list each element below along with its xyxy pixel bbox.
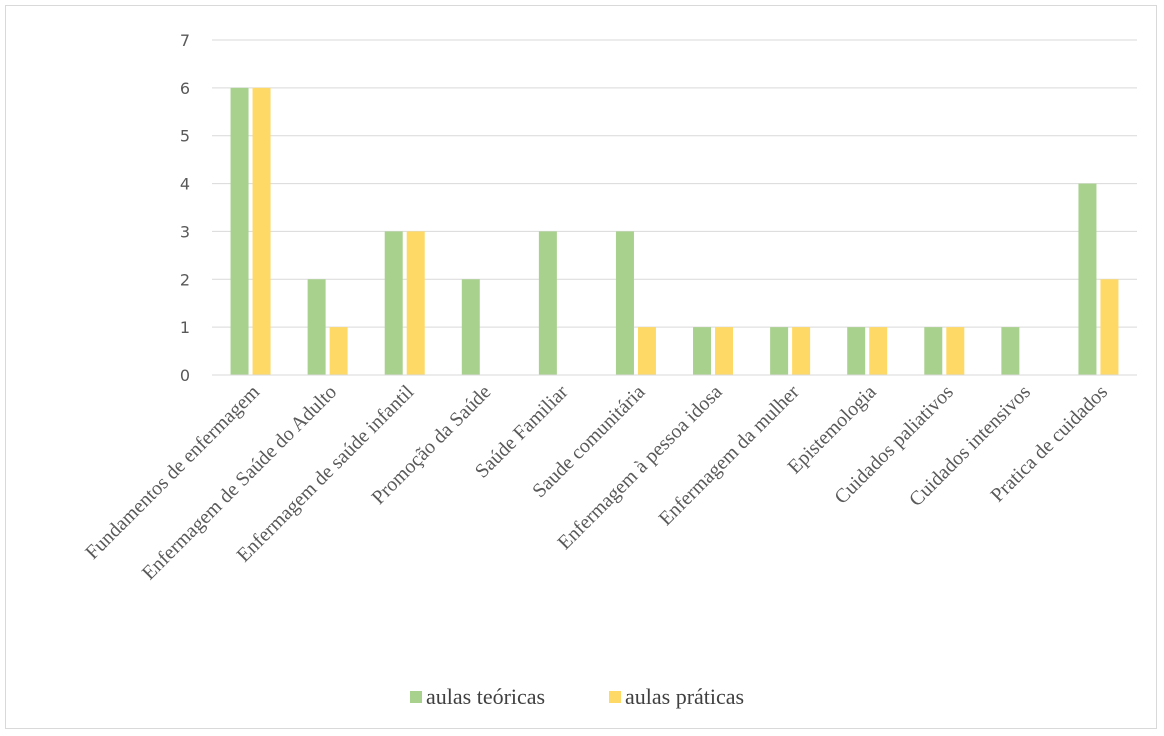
y-tick-label: 6 bbox=[180, 79, 190, 98]
bar-teoricas bbox=[1078, 183, 1097, 375]
legend-swatch-aulas-praticas bbox=[609, 691, 621, 703]
legend-label-aulas-praticas: aulas práticas bbox=[625, 684, 744, 709]
y-tick-label: 3 bbox=[180, 222, 190, 241]
bar-praticas bbox=[869, 327, 888, 375]
bar-praticas bbox=[637, 327, 656, 375]
gridlines bbox=[212, 39, 1137, 328]
bar-praticas bbox=[329, 327, 348, 375]
bars bbox=[230, 87, 1119, 375]
bar-praticas bbox=[252, 87, 271, 375]
bar-teoricas bbox=[384, 231, 403, 375]
bar-praticas bbox=[406, 231, 425, 375]
legend: aulas teóricas aulas práticas bbox=[410, 684, 744, 709]
bar-praticas bbox=[946, 327, 965, 375]
bar-teoricas bbox=[461, 279, 480, 375]
bar-praticas bbox=[1100, 279, 1119, 375]
bar-teoricas bbox=[1001, 327, 1020, 375]
y-tick-label: 7 bbox=[180, 31, 190, 50]
y-tick-label: 0 bbox=[180, 366, 190, 385]
y-tick-label: 4 bbox=[180, 175, 190, 194]
y-tick-label: 2 bbox=[180, 270, 190, 289]
y-tick-label: 5 bbox=[180, 127, 190, 146]
bar-praticas bbox=[715, 327, 734, 375]
bar-teoricas bbox=[770, 327, 789, 375]
bar-teoricas bbox=[615, 231, 634, 375]
bar-teoricas bbox=[538, 231, 557, 375]
bar-teoricas bbox=[693, 327, 712, 375]
chart-frame bbox=[5, 5, 1157, 729]
y-axis-ticks: 0 1 2 3 4 5 6 7 bbox=[180, 31, 190, 385]
bar-praticas bbox=[792, 327, 811, 375]
bar-teoricas bbox=[307, 279, 326, 375]
y-tick-label: 1 bbox=[180, 318, 190, 337]
bar-teoricas bbox=[230, 87, 249, 375]
bar-teoricas bbox=[847, 327, 866, 375]
legend-label-aulas-teoricas: aulas teóricas bbox=[426, 684, 545, 709]
legend-swatch-aulas-teoricas bbox=[410, 691, 422, 703]
x-tick-label: Enfermagem da mulher bbox=[655, 381, 804, 530]
bar-teoricas bbox=[924, 327, 943, 375]
